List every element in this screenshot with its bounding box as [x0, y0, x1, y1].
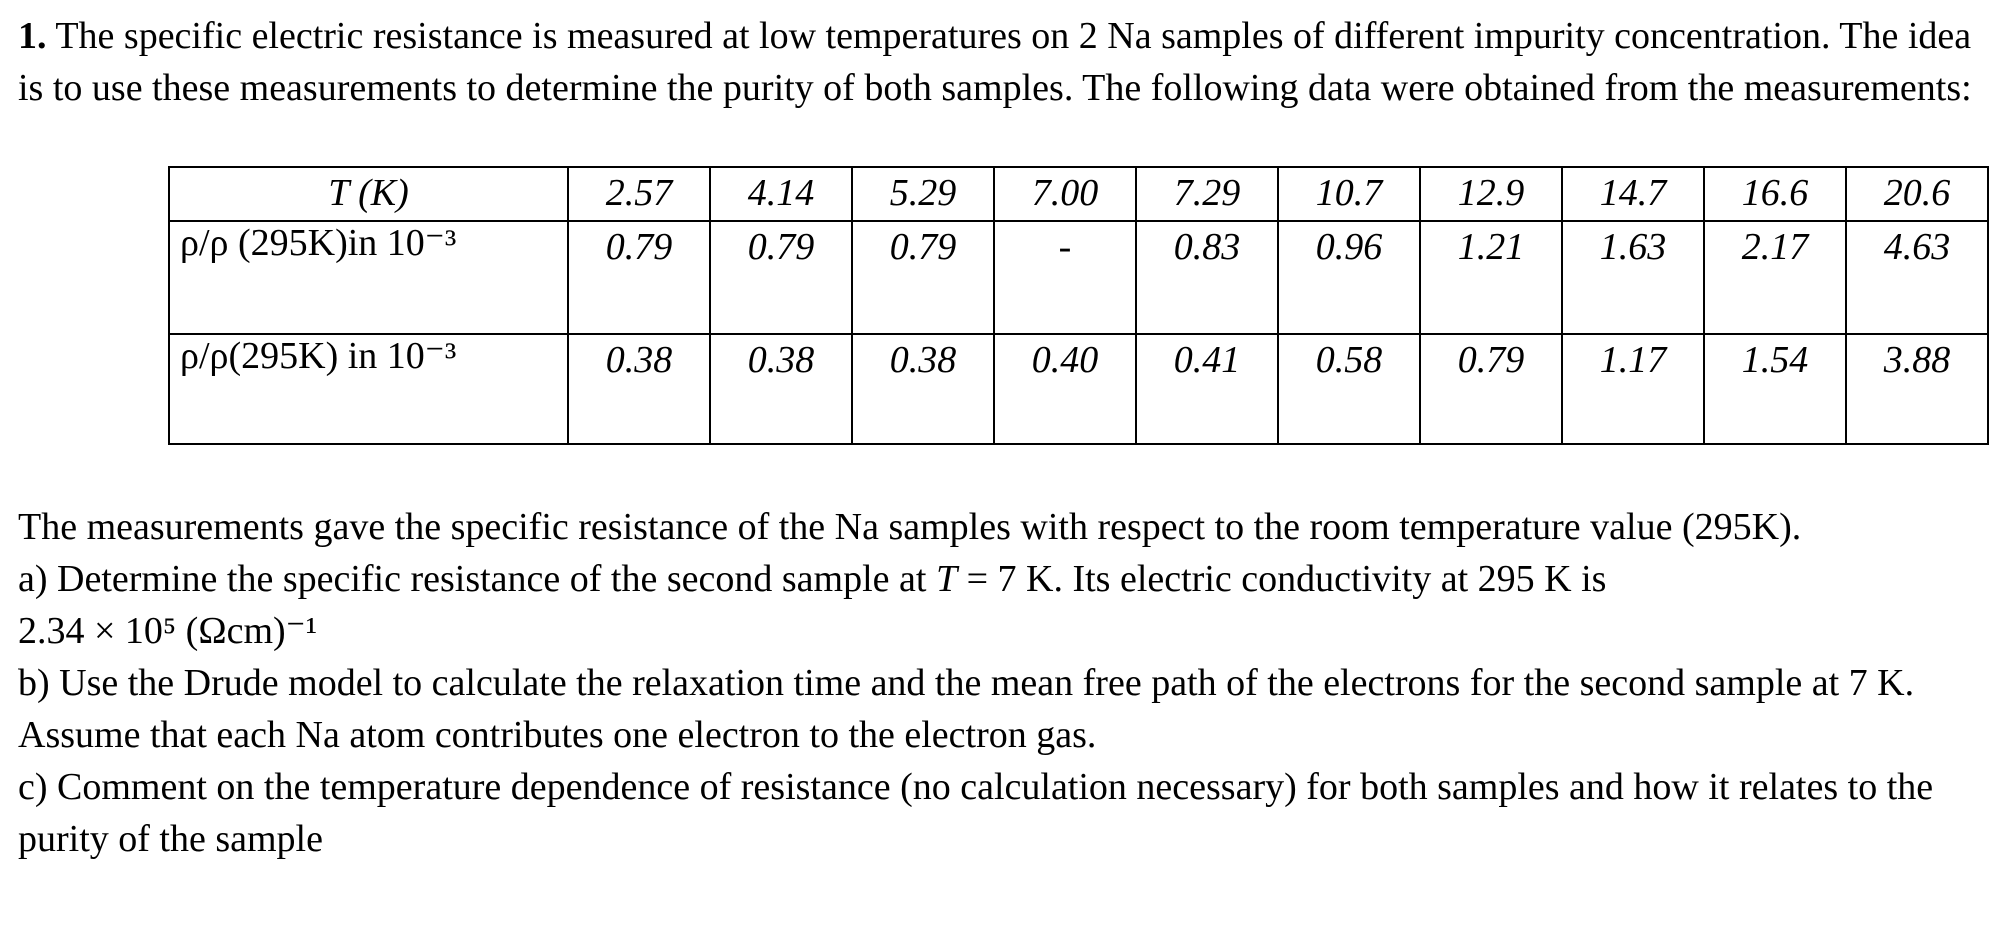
table-cell: 12.9 [1419, 166, 1563, 222]
table-cell: 0.58 [1277, 333, 1421, 445]
data-table: T (K) 2.57 4.14 5.29 7.00 7.29 10.7 12.9 14.7 16.… [168, 166, 1989, 445]
table-row: T (K) 2.57 4.14 5.29 7.00 7.29 10.7 12.9 14.7 16.… [168, 166, 1989, 222]
table-cell: 20.6 [1845, 166, 1989, 222]
table-cell: 16.6 [1703, 166, 1847, 222]
question-intro: 1. The specific electric resistance is m… [18, 10, 1993, 114]
row-label: ρ/ρ (295K)in 10⁻³ [168, 220, 569, 335]
table-cell: 0.79 [851, 220, 995, 335]
table-cell: 0.96 [1277, 220, 1421, 335]
table-cell: 2.57 [567, 166, 711, 222]
question-number: 1. [18, 15, 47, 57]
table-cell: 0.41 [1135, 333, 1279, 445]
table-cell: 1.21 [1419, 220, 1563, 335]
table-cell: 1.54 [1703, 333, 1847, 445]
table-cell: 4.63 [1845, 220, 1989, 335]
part-a-text: = 7 K. Its electric conductivity at 295 … [957, 558, 1607, 600]
table-cell: 10.7 [1277, 166, 1421, 222]
table-cell: 0.79 [567, 220, 711, 335]
table-row: ρ/ρ (295K)in 10⁻³ 0.79 0.79 0.79-0.83 0.96 1.… [168, 220, 1989, 335]
table-cell: - [993, 220, 1137, 335]
table-cell: 0.38 [709, 333, 853, 445]
table-cell: 0.40 [993, 333, 1137, 445]
table-cell: 0.79 [709, 220, 853, 335]
row-label: T (K) [168, 166, 569, 222]
part-a-text: a) Determine the specific resistance of … [18, 558, 936, 600]
part-c: c) Comment on the temperature dependence… [18, 766, 1934, 860]
variable: T [935, 558, 958, 600]
statement: The measurements gave the specific resis… [18, 506, 1802, 548]
intro-text: The specific electric resistance is meas… [18, 15, 1972, 109]
table-cell: 1.17 [1561, 333, 1705, 445]
table-cell: 1.63 [1561, 220, 1705, 335]
table-cell: 0.83 [1135, 220, 1279, 335]
question-body: The measurements gave the specific resis… [18, 501, 1968, 865]
table-cell: 7.00 [993, 166, 1137, 222]
row-label: ρ/ρ(295K) in 10⁻³ [168, 333, 569, 445]
part-b: b) Use the Drude model to calculate the … [18, 662, 1915, 756]
table-cell: 2.17 [1703, 220, 1847, 335]
table-cell: 4.14 [709, 166, 853, 222]
table-row: ρ/ρ(295K) in 10⁻³ 0.38 0.38 0.38 0.40 0.41 0.5… [168, 333, 1989, 445]
conductivity-value: 2.34 × 10⁵ (Ωcm)⁻¹ [18, 610, 318, 652]
part-a: a) Determine the specific resistance of … [18, 553, 1968, 657]
table-cell: 0.38 [851, 333, 995, 445]
table-cell: 14.7 [1561, 166, 1705, 222]
table-cell: 0.79 [1419, 333, 1563, 445]
table-cell: 5.29 [851, 166, 995, 222]
table-cell: 3.88 [1845, 333, 1989, 445]
table-cell: 0.38 [567, 333, 711, 445]
table-cell: 7.29 [1135, 166, 1279, 222]
